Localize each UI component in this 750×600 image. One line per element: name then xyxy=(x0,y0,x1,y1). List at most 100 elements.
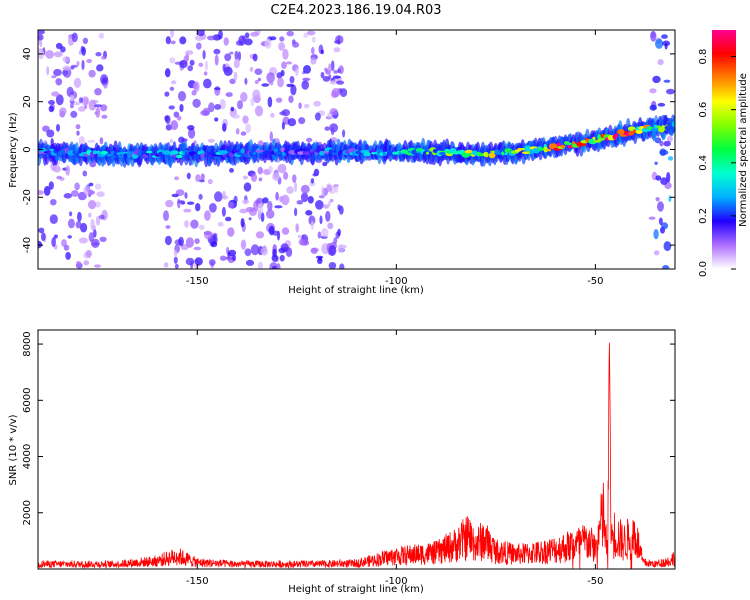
noise-cell xyxy=(88,212,92,218)
noise-cell xyxy=(237,51,242,61)
noise-cell xyxy=(67,218,75,229)
noise-cell xyxy=(222,190,226,200)
noise-cell xyxy=(230,106,234,112)
noise-cell xyxy=(192,82,198,90)
noise-cell xyxy=(197,30,205,37)
noise-cell xyxy=(210,241,218,248)
noise-cell xyxy=(234,50,239,61)
noise-cell xyxy=(164,68,171,78)
noise-cell xyxy=(245,123,252,134)
noise-cell xyxy=(659,150,669,155)
noise-cell xyxy=(78,237,88,244)
snr-plot: -150 -100 -50 2000 4000 6000 8000 Height of st… xyxy=(8,329,676,595)
noise-cell xyxy=(81,59,85,71)
noise-cell xyxy=(84,104,88,109)
noise-cell xyxy=(94,104,103,108)
noise-cell xyxy=(67,235,72,239)
noise-cell xyxy=(95,52,102,57)
noise-cell xyxy=(204,60,208,71)
noise-cell xyxy=(302,77,311,82)
noise-cell xyxy=(91,238,100,248)
noise-cell xyxy=(214,104,222,110)
noise-cell xyxy=(76,130,80,136)
noise-cell xyxy=(281,227,290,235)
noise-cell xyxy=(339,263,345,269)
noise-cell xyxy=(46,66,50,76)
noise-cell xyxy=(666,135,673,143)
noise-cell xyxy=(327,222,334,230)
noise-cell xyxy=(235,128,240,135)
noise-cell xyxy=(277,77,284,88)
noise-cell xyxy=(292,174,297,183)
snr-ticks: -150 -100 -50 2000 4000 6000 8000 xyxy=(22,330,675,587)
noise-cell xyxy=(175,189,185,197)
noise-cell xyxy=(244,38,253,46)
noise-cell xyxy=(282,48,289,60)
noise-cell xyxy=(71,32,78,43)
noise-cell xyxy=(214,117,219,122)
ridge-cell xyxy=(123,153,128,159)
ridge-cell xyxy=(464,149,473,154)
colorbar-tick-label: 0.6 xyxy=(698,102,709,118)
noise-cell xyxy=(198,224,205,230)
y-tick-label: 0 xyxy=(22,146,33,152)
noise-cell xyxy=(297,234,302,239)
noise-cell xyxy=(85,249,92,258)
noise-cell xyxy=(279,36,285,42)
noise-cell xyxy=(194,238,200,245)
noise-cell xyxy=(317,231,322,239)
noise-cell xyxy=(169,86,175,91)
noise-cell xyxy=(62,65,71,71)
noise-cell xyxy=(237,100,243,110)
noise-cell xyxy=(171,193,179,198)
noise-cell xyxy=(298,102,302,109)
ridge-cell xyxy=(192,153,200,160)
noise-cell xyxy=(188,128,196,139)
noise-cell xyxy=(99,236,107,242)
noise-cell xyxy=(303,103,310,109)
noise-cell xyxy=(221,206,226,217)
noise-cell xyxy=(649,88,657,94)
noise-cell xyxy=(307,196,314,204)
noise-cell xyxy=(329,108,338,116)
noise-cell xyxy=(94,264,101,268)
y-tick-label: -40 xyxy=(22,237,33,253)
noise-cell xyxy=(227,227,235,237)
noise-cell xyxy=(203,78,212,89)
noise-cell xyxy=(667,156,674,161)
noise-cell xyxy=(195,174,201,183)
noise-cell xyxy=(660,177,668,186)
noise-cell xyxy=(663,241,672,252)
noise-cell xyxy=(303,32,309,38)
noise-cell xyxy=(225,216,232,222)
noise-cell xyxy=(219,255,227,261)
noise-cell xyxy=(174,176,180,181)
noise-cell xyxy=(207,179,213,185)
noise-cell xyxy=(208,259,216,266)
noise-cell xyxy=(53,68,62,77)
noise-cell xyxy=(321,186,325,197)
noise-cell xyxy=(339,88,348,98)
noise-cell xyxy=(314,112,321,121)
noise-cell xyxy=(250,244,260,256)
noise-cell xyxy=(310,57,317,65)
noise-cell xyxy=(281,61,287,69)
noise-cell xyxy=(185,50,194,55)
noise-cell xyxy=(277,163,287,174)
noise-cell xyxy=(313,100,321,107)
noise-cell xyxy=(322,76,330,82)
ridge-cell xyxy=(162,150,171,155)
noise-cell xyxy=(81,96,90,106)
noise-cell xyxy=(269,131,273,142)
noise-cell xyxy=(228,249,237,257)
noise-cell xyxy=(272,172,280,181)
noise-cell xyxy=(169,57,176,64)
noise-cell xyxy=(243,182,252,192)
noise-cell xyxy=(179,60,188,69)
noise-cell xyxy=(46,129,55,138)
ridge-cell xyxy=(504,152,508,155)
y-tick-label: 40 xyxy=(22,48,33,61)
ridge-cell xyxy=(328,149,333,155)
noise-cell xyxy=(73,77,82,88)
colorbar-tick-label: 0.8 xyxy=(698,49,709,65)
